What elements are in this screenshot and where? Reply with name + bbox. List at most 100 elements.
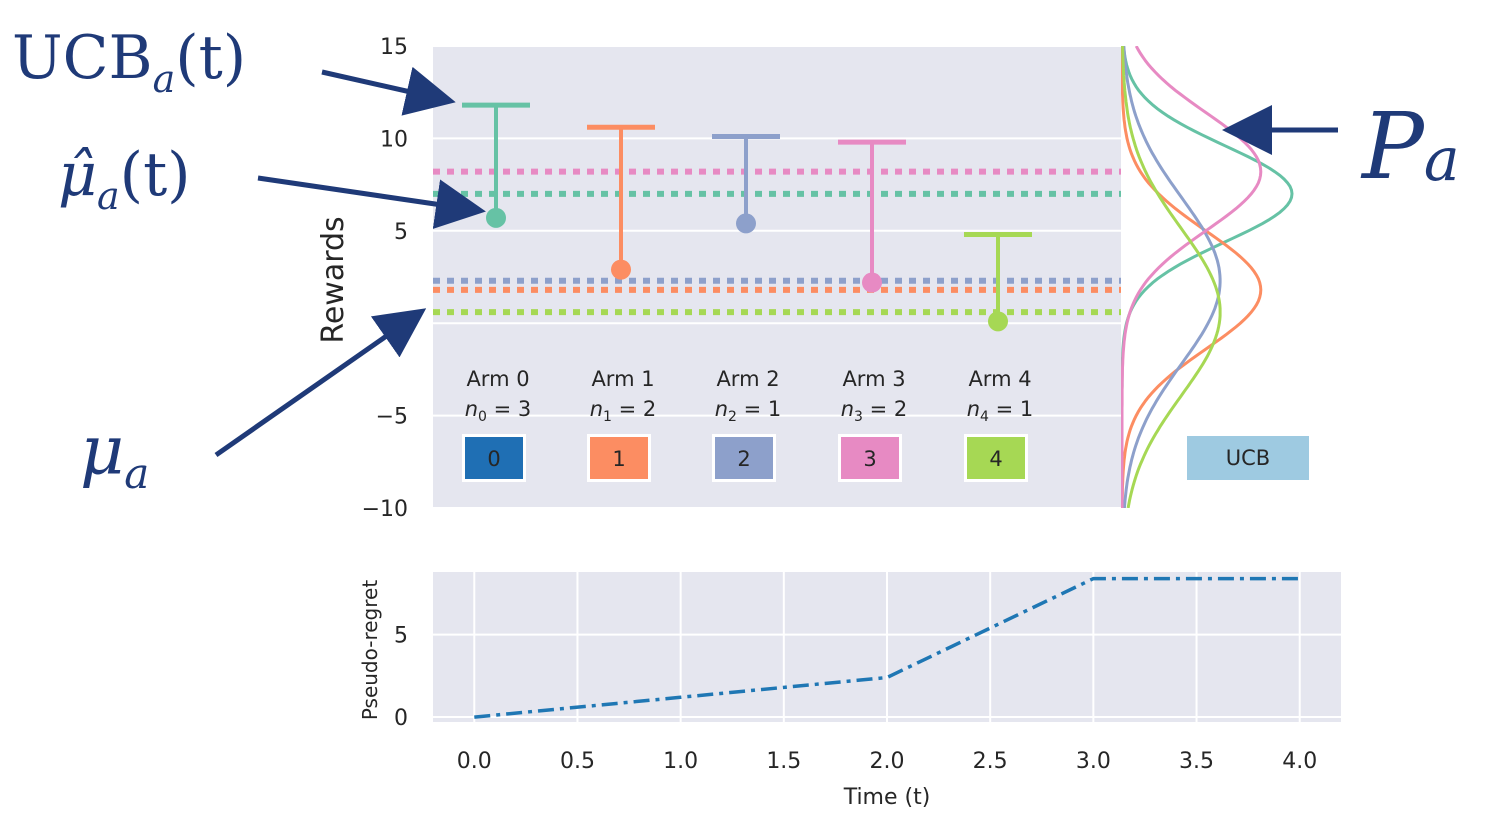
p-annotation: Pa (1222, 93, 1460, 200)
svg-text:μa: μa (80, 412, 149, 498)
empirical-mean-dot (736, 213, 756, 234)
arm-name-label: Arm 3 (842, 367, 905, 391)
arm-button-label: 3 (863, 447, 876, 471)
arm-pull-count-symbol: n (465, 397, 478, 421)
p-annotation-main: P (1360, 93, 1426, 200)
regret-x-tick-label: 0.0 (457, 749, 492, 774)
arm-name-label: Arm 1 (591, 367, 654, 391)
true-mean-lines (433, 168, 1121, 316)
arm-pull-count: n2 = 1 (715, 397, 782, 425)
arm-errorbars (462, 102, 1032, 332)
arm-pull-count-sub: 4 (980, 409, 989, 425)
regret-x-tick-label: 3.0 (1076, 749, 1111, 774)
arm-pull-count-value: = 1 (989, 397, 1033, 421)
arm-4-button[interactable]: 4 (964, 434, 1028, 482)
regret-grid (433, 572, 1341, 722)
ucb-strategy-label: UCB (1226, 446, 1270, 470)
arm-pull-count-sub: 0 (478, 409, 487, 425)
mu-annotation-sub: a (124, 449, 149, 498)
rewards-y-ticks: −10−5051015 (362, 35, 408, 522)
arm-pull-count-symbol: n (967, 397, 980, 421)
ucb-annotation-main: UCB (12, 23, 153, 93)
arm-name-label: Arm 2 (716, 367, 779, 391)
ucb-annotation-tail: (t) (175, 23, 246, 93)
ucb-annotation-sub: a (153, 57, 176, 101)
rewards-y-tick-label: 5 (394, 220, 408, 245)
regret-y-tick-label: 5 (394, 624, 408, 649)
arm-buttons: 0 1 2 3 4 (462, 434, 1028, 482)
regret-x-tick-label: 0.5 (560, 749, 595, 774)
arm-pull-count-sub: 3 (854, 409, 863, 425)
arm-pull-count-value: = 2 (612, 397, 656, 421)
svg-text:Pa: Pa (1360, 93, 1460, 200)
ucb-annotation: UCBa(t) (12, 23, 456, 116)
regret-xlabel: Time (t) (843, 785, 931, 810)
arm-2-distribution (1122, 46, 1222, 508)
arm-pull-count: n1 = 2 (590, 397, 657, 425)
empirical-mean-dot (988, 311, 1008, 332)
arm-1-button[interactable]: 1 (587, 434, 651, 482)
arm-button-label: 1 (612, 447, 625, 471)
muhat-annotation-main: μ̂ (58, 140, 97, 210)
svg-text:UCBa(t): UCBa(t) (12, 23, 246, 101)
svg-text:μ̂a(t): μ̂a(t) (58, 140, 191, 218)
arm-1-distribution (1121, 46, 1263, 508)
empirical-mean-dot (862, 272, 882, 293)
arm-pull-count-symbol: n (590, 397, 603, 421)
posterior-distributions (1121, 46, 1294, 508)
arm-pull-count-symbol: n (715, 397, 728, 421)
rewards-panel (433, 46, 1121, 508)
regret-x-tick-label: 3.5 (1179, 749, 1214, 774)
regret-x-tick-label: 4.0 (1282, 749, 1317, 774)
muhat-arrow-icon (257, 175, 486, 229)
arm-pull-count-value: = 2 (863, 397, 907, 421)
regret-x-tick-label: 2.0 (870, 749, 905, 774)
muhat-annotation: μ̂a(t) (58, 140, 486, 229)
arm-2-button[interactable]: 2 (712, 434, 776, 482)
arm-button-face (967, 437, 1025, 479)
mu-annotation-main: μ (80, 412, 124, 491)
arm-button-face (841, 437, 899, 479)
arm-name-label: Arm 0 (466, 367, 529, 391)
regret-x-tick-label: 2.5 (973, 749, 1008, 774)
arm-pull-count: n4 = 1 (967, 397, 1034, 425)
muhat-annotation-sub: a (97, 174, 120, 218)
rewards-y-tick-label: 10 (380, 127, 408, 152)
regret-x-ticks: 0.0 0.5 1.0 1.5 2.0 2.5 3.0 3.5 4.0 (457, 749, 1317, 774)
arm-3-button[interactable]: 3 (838, 434, 902, 482)
arm-pull-count: n0 = 3 (465, 397, 532, 425)
regret-ylabel: Pseudo-regret (358, 580, 382, 721)
arm-4-distribution (1121, 46, 1222, 508)
rewards-y-tick-label: −5 (376, 405, 408, 430)
ucb-strategy-button[interactable]: UCB (1187, 436, 1309, 480)
regret-x-tick-label: 1.0 (663, 749, 698, 774)
arm-pull-count-sub: 1 (603, 409, 612, 425)
empirical-mean-dot (486, 207, 506, 228)
arm-0-button[interactable]: 0 (462, 434, 526, 482)
arm-button-label: 4 (989, 447, 1002, 471)
arm-button-face (590, 437, 648, 479)
mu-arrow-icon (214, 308, 427, 458)
arm-button-face (465, 437, 523, 479)
arm-pull-count-symbol: n (841, 397, 854, 421)
rewards-y-tick-label: −10 (362, 497, 408, 522)
rewards-ylabel: Rewards (316, 216, 351, 343)
arm-button-face (715, 437, 773, 479)
pseudo-regret-line (474, 576, 1300, 719)
rewards-y-tick-label: 15 (380, 35, 408, 60)
empirical-mean-dot (611, 259, 631, 280)
arm-pull-count-value: = 1 (737, 397, 781, 421)
muhat-annotation-tail: (t) (120, 140, 191, 210)
arm-pull-count: n3 = 2 (841, 397, 908, 425)
regret-y-tick-label: 0 (394, 706, 408, 731)
regret-y-ticks: 05 (394, 624, 408, 731)
ucb-arrow-icon (321, 66, 456, 116)
arm-pull-count-sub: 2 (728, 409, 737, 425)
mu-annotation: μa (80, 308, 427, 498)
arm-button-label: 0 (487, 447, 500, 471)
p-annotation-sub: a (1424, 125, 1460, 195)
arm-3-distribution (1121, 46, 1263, 508)
